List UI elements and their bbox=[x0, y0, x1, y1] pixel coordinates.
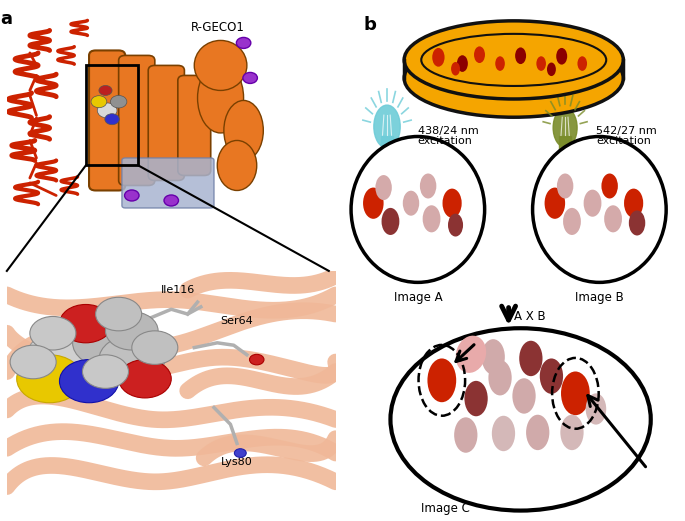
Circle shape bbox=[451, 62, 460, 76]
Circle shape bbox=[132, 331, 178, 364]
Text: R-GECO1: R-GECO1 bbox=[191, 21, 245, 34]
Circle shape bbox=[563, 208, 581, 235]
Circle shape bbox=[27, 328, 105, 386]
Ellipse shape bbox=[533, 137, 666, 282]
Circle shape bbox=[243, 72, 258, 83]
Circle shape bbox=[403, 191, 419, 216]
Text: Image C: Image C bbox=[421, 502, 470, 515]
Text: excitation: excitation bbox=[596, 135, 651, 146]
Circle shape bbox=[512, 378, 536, 414]
Circle shape bbox=[624, 189, 643, 218]
FancyBboxPatch shape bbox=[381, 136, 393, 155]
FancyBboxPatch shape bbox=[89, 51, 125, 191]
Ellipse shape bbox=[224, 101, 263, 160]
Text: b: b bbox=[363, 16, 376, 34]
FancyBboxPatch shape bbox=[559, 136, 571, 154]
Ellipse shape bbox=[404, 21, 623, 99]
Circle shape bbox=[474, 46, 485, 63]
Circle shape bbox=[249, 354, 264, 365]
Circle shape bbox=[236, 38, 251, 48]
FancyBboxPatch shape bbox=[148, 66, 184, 180]
Circle shape bbox=[60, 304, 112, 343]
Circle shape bbox=[561, 371, 590, 415]
Circle shape bbox=[420, 173, 436, 199]
Circle shape bbox=[601, 173, 618, 199]
Circle shape bbox=[164, 195, 179, 206]
Circle shape bbox=[125, 190, 139, 201]
Text: 438/24 nm: 438/24 nm bbox=[418, 126, 479, 137]
Text: a: a bbox=[0, 10, 12, 29]
Circle shape bbox=[577, 56, 587, 71]
Circle shape bbox=[457, 55, 468, 72]
Circle shape bbox=[234, 449, 246, 457]
Text: Ser64: Ser64 bbox=[221, 316, 253, 326]
FancyBboxPatch shape bbox=[178, 76, 211, 176]
Circle shape bbox=[540, 358, 563, 394]
Bar bbox=[86, 66, 138, 166]
Circle shape bbox=[375, 175, 392, 200]
Text: Image A: Image A bbox=[394, 291, 442, 304]
Text: 542/27 nm: 542/27 nm bbox=[596, 126, 657, 137]
Text: Lys80: Lys80 bbox=[221, 457, 253, 467]
Text: A X B: A X B bbox=[514, 311, 545, 323]
Circle shape bbox=[454, 417, 477, 453]
Circle shape bbox=[423, 205, 440, 232]
Text: excitation: excitation bbox=[418, 135, 473, 146]
Circle shape bbox=[547, 63, 556, 76]
Circle shape bbox=[382, 208, 399, 235]
Circle shape bbox=[96, 297, 142, 331]
Circle shape bbox=[82, 355, 129, 388]
Circle shape bbox=[495, 56, 505, 71]
Circle shape bbox=[427, 358, 456, 402]
Circle shape bbox=[560, 415, 584, 450]
Circle shape bbox=[10, 345, 56, 379]
Ellipse shape bbox=[390, 328, 651, 511]
Circle shape bbox=[443, 189, 462, 218]
Ellipse shape bbox=[197, 63, 244, 133]
Ellipse shape bbox=[456, 336, 486, 373]
Circle shape bbox=[629, 210, 645, 235]
Circle shape bbox=[526, 415, 549, 450]
Circle shape bbox=[105, 114, 119, 125]
Ellipse shape bbox=[195, 41, 247, 91]
Circle shape bbox=[604, 205, 622, 232]
Ellipse shape bbox=[374, 105, 400, 148]
Circle shape bbox=[464, 381, 488, 416]
Circle shape bbox=[584, 190, 601, 217]
Ellipse shape bbox=[404, 39, 623, 117]
Circle shape bbox=[545, 188, 565, 219]
Ellipse shape bbox=[553, 108, 577, 147]
Circle shape bbox=[119, 359, 171, 398]
Circle shape bbox=[432, 48, 445, 67]
FancyBboxPatch shape bbox=[122, 158, 214, 208]
FancyBboxPatch shape bbox=[119, 55, 155, 185]
Circle shape bbox=[30, 316, 76, 350]
Circle shape bbox=[99, 85, 112, 95]
Circle shape bbox=[60, 359, 119, 403]
Ellipse shape bbox=[217, 141, 257, 191]
Ellipse shape bbox=[351, 137, 485, 282]
Text: Ile116: Ile116 bbox=[161, 285, 195, 295]
Circle shape bbox=[586, 393, 606, 425]
Circle shape bbox=[99, 336, 164, 383]
Circle shape bbox=[536, 56, 546, 71]
Circle shape bbox=[16, 355, 82, 403]
Circle shape bbox=[363, 188, 384, 219]
Circle shape bbox=[492, 416, 515, 451]
Text: Image B: Image B bbox=[575, 291, 624, 304]
Circle shape bbox=[97, 103, 117, 118]
Circle shape bbox=[488, 360, 512, 395]
Circle shape bbox=[482, 339, 505, 375]
Circle shape bbox=[515, 47, 526, 64]
Circle shape bbox=[110, 95, 127, 108]
Circle shape bbox=[105, 312, 158, 350]
Circle shape bbox=[91, 96, 107, 108]
Circle shape bbox=[448, 214, 463, 237]
PathPatch shape bbox=[404, 21, 623, 78]
Circle shape bbox=[519, 341, 543, 376]
Circle shape bbox=[557, 173, 573, 199]
Circle shape bbox=[556, 48, 567, 65]
Circle shape bbox=[73, 319, 138, 367]
